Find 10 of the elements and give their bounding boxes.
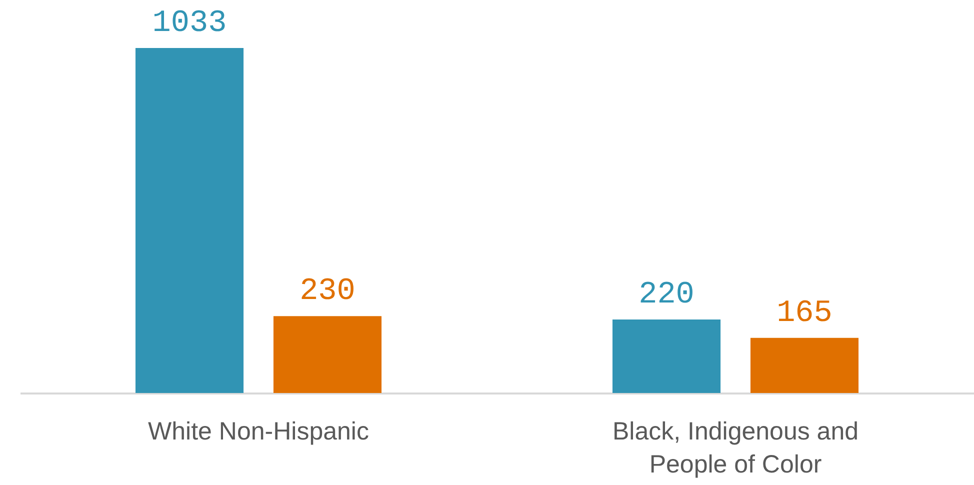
data-label: 230 xyxy=(300,274,356,310)
x-tick-label: White Non-Hispanic xyxy=(148,418,369,446)
data-label: 220 xyxy=(638,278,694,313)
bar xyxy=(612,320,721,393)
bar xyxy=(135,48,244,393)
bar xyxy=(750,338,859,393)
bar xyxy=(273,316,382,393)
x-tick-label: Black, Indigenous and People of Color xyxy=(612,418,859,478)
data-label: 165 xyxy=(776,296,832,331)
data-label: 1033 xyxy=(152,6,227,41)
